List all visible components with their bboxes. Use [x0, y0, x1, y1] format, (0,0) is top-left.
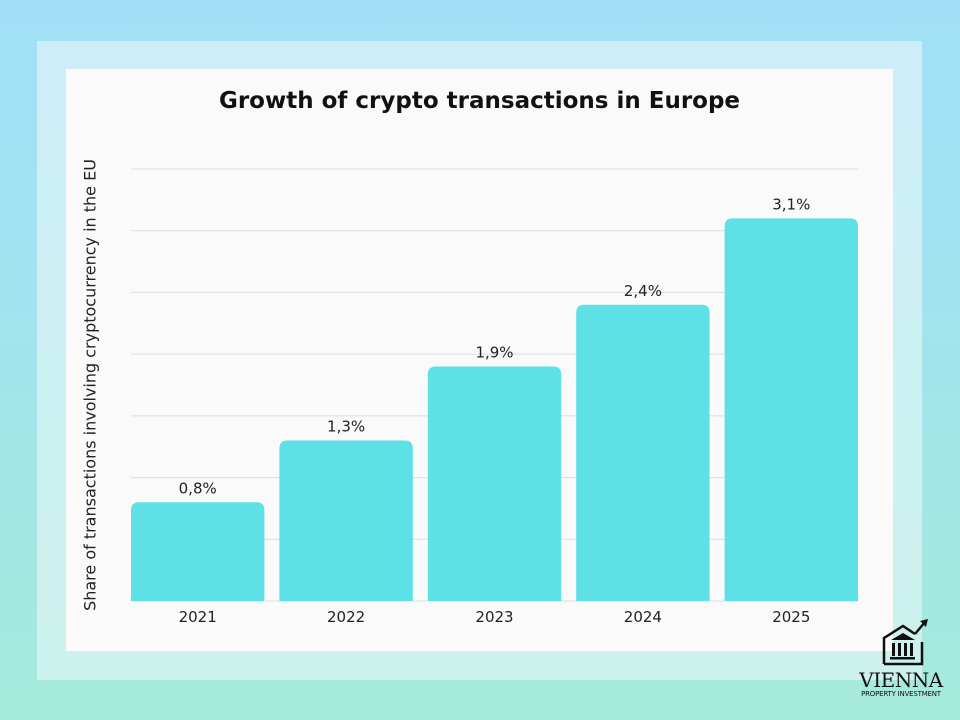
data-label: 0,8%: [179, 479, 217, 497]
x-tick-label: 2021: [179, 608, 217, 626]
bar: [427, 366, 562, 601]
x-tick-label: 2024: [624, 608, 662, 626]
building-arrow-icon: [882, 619, 928, 666]
x-tick-label: 2022: [327, 608, 365, 626]
data-label: 1,3%: [327, 418, 365, 436]
logo-tagline: PROPERTY INVESTMENT: [861, 690, 941, 698]
logo-name: VIENNA: [859, 668, 943, 692]
bar: [279, 440, 413, 601]
vienna-logo: VIENNA PROPERTY INVESTMENT: [846, 618, 956, 699]
data-label: 2,4%: [624, 282, 662, 300]
data-label: 1,9%: [475, 343, 513, 361]
bar: [724, 218, 858, 601]
x-tick-label: 2025: [772, 608, 810, 626]
bar: [576, 304, 710, 601]
chart-title: Growth of crypto transactions in Europe: [218, 88, 741, 114]
x-tick-label: 2023: [475, 608, 513, 626]
bar: [131, 502, 265, 601]
data-label: 3,1%: [772, 195, 810, 213]
